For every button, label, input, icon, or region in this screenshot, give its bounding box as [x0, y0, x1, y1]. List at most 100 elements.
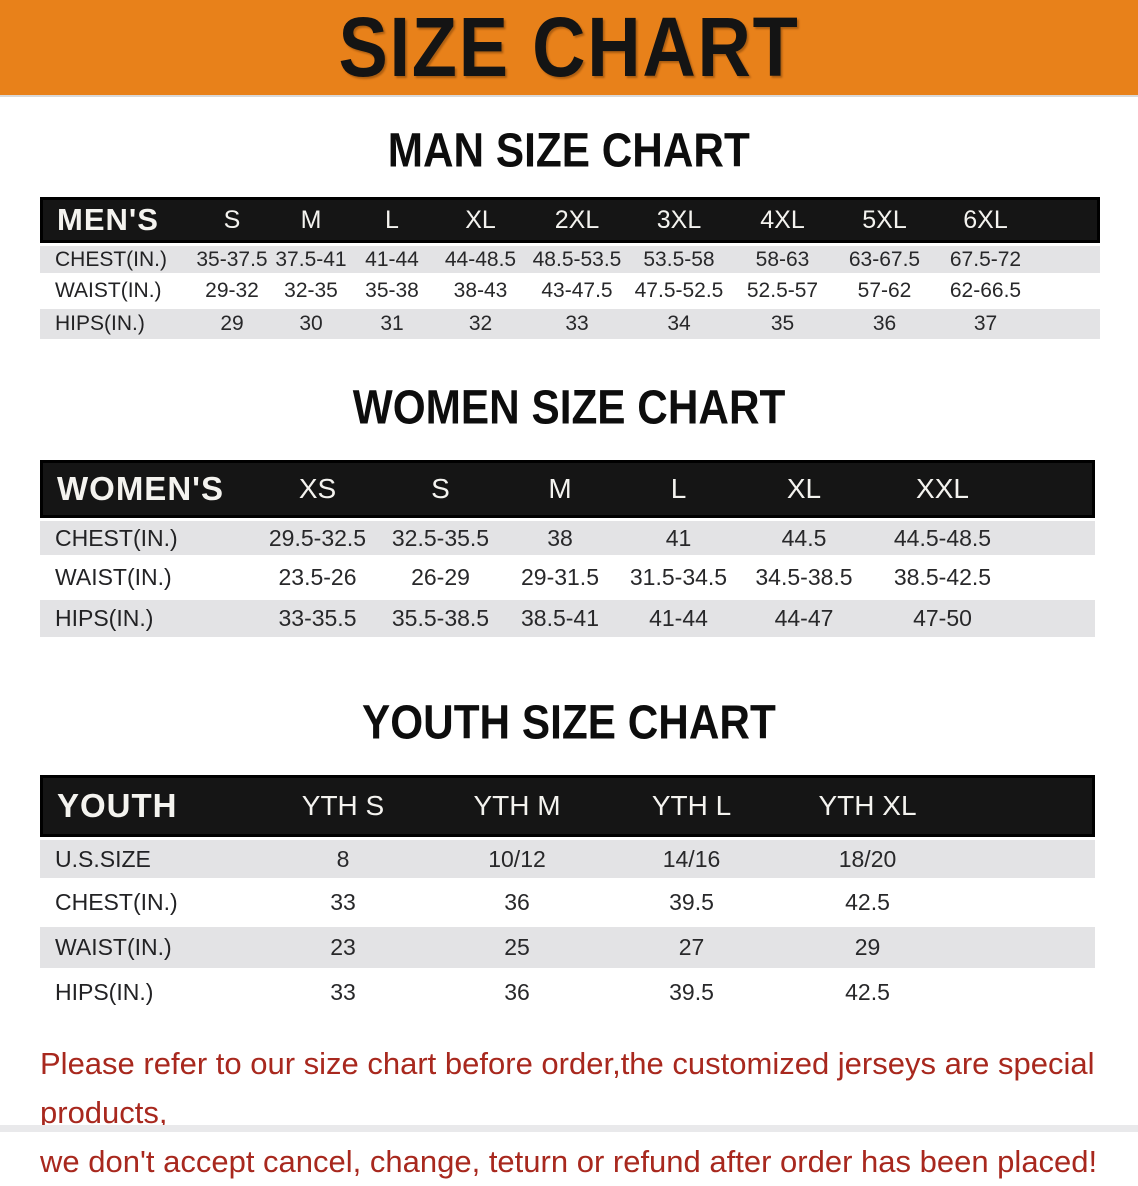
cell: 35.5-38.5: [380, 600, 501, 641]
cell: 67.5-72: [935, 243, 1036, 276]
cell: 29-31.5: [501, 559, 619, 600]
cell-spacer: [956, 882, 1095, 927]
men-size-header: 6XL: [935, 197, 1036, 243]
row-label: CHEST(IN.): [40, 882, 256, 927]
men-size-header: 4XL: [731, 197, 834, 243]
cell-spacer: [1036, 276, 1100, 309]
cell: 33: [527, 309, 627, 342]
page-title: SIZE CHART: [338, 0, 800, 94]
cell: 25: [430, 927, 604, 972]
women-label-header: WOMEN'S: [40, 460, 255, 518]
men-size-table: MEN'S S M L XL 2XL 3XL 4XL 5XL 6XL CHEST…: [40, 197, 1100, 342]
cell: 34: [627, 309, 731, 342]
women-size-table: WOMEN'S XS S M L XL XXL CHEST(IN.) 29.5-…: [40, 460, 1095, 641]
cell: 41-44: [619, 600, 738, 641]
header-spacer: [1036, 197, 1100, 243]
cell-spacer: [1015, 518, 1095, 559]
women-header-row: WOMEN'S XS S M L XL XXL: [40, 460, 1095, 518]
women-size-header: XS: [255, 460, 380, 518]
row-label: HIPS(IN.): [40, 600, 255, 641]
header-spacer: [1015, 460, 1095, 518]
cell: 44-47: [738, 600, 870, 641]
youth-section-heading-text: YOUTH SIZE CHART: [362, 694, 776, 750]
cell: 39.5: [604, 882, 779, 927]
men-size-header: 3XL: [627, 197, 731, 243]
women-hips-row: HIPS(IN.) 33-35.5 35.5-38.5 38.5-41 41-4…: [40, 600, 1095, 641]
cell: 57-62: [834, 276, 935, 309]
cell: 37.5-41: [272, 243, 350, 276]
cell: 23: [256, 927, 430, 972]
cell-spacer: [956, 927, 1095, 972]
cell: 41-44: [350, 243, 434, 276]
cell: 36: [430, 972, 604, 1017]
cell: 42.5: [779, 972, 956, 1017]
cell: 32: [434, 309, 527, 342]
row-label: HIPS(IN.): [40, 309, 192, 342]
men-label-header: MEN'S: [40, 197, 192, 243]
men-section-heading-text: MAN SIZE CHART: [387, 122, 751, 178]
cell: 30: [272, 309, 350, 342]
cell: 52.5-57: [731, 276, 834, 309]
cell: 32.5-35.5: [380, 518, 501, 559]
youth-hips-row: HIPS(IN.) 33 36 39.5 42.5: [40, 972, 1095, 1017]
youth-ussize-row: U.S.SIZE 8 10/12 14/16 18/20: [40, 837, 1095, 882]
cell: 18/20: [779, 837, 956, 882]
youth-chest-row: CHEST(IN.) 33 36 39.5 42.5: [40, 882, 1095, 927]
row-label: U.S.SIZE: [40, 837, 256, 882]
men-header-row: MEN'S S M L XL 2XL 3XL 4XL 5XL 6XL: [40, 197, 1100, 243]
cell: 38-43: [434, 276, 527, 309]
men-size-header: L: [350, 197, 434, 243]
men-waist-row: WAIST(IN.) 29-32 32-35 35-38 38-43 43-47…: [40, 276, 1100, 309]
youth-size-header: YTH M: [430, 775, 604, 837]
row-label: WAIST(IN.): [40, 927, 256, 972]
row-label: CHEST(IN.): [40, 243, 192, 276]
women-waist-row: WAIST(IN.) 23.5-26 26-29 29-31.5 31.5-34…: [40, 559, 1095, 600]
cell-spacer: [1036, 309, 1100, 342]
cell: 29.5-32.5: [255, 518, 380, 559]
men-chest-row: CHEST(IN.) 35-37.5 37.5-41 41-44 44-48.5…: [40, 243, 1100, 276]
row-label: HIPS(IN.): [40, 972, 256, 1017]
youth-header-row: YOUTH YTH S YTH M YTH L YTH XL: [40, 775, 1095, 837]
men-size-header: 2XL: [527, 197, 627, 243]
cell: 29: [779, 927, 956, 972]
cell: 43-47.5: [527, 276, 627, 309]
women-size-header: XXL: [870, 460, 1015, 518]
cell: 10/12: [430, 837, 604, 882]
women-section-heading: WOMEN SIZE CHART: [0, 379, 1138, 435]
cell: 42.5: [779, 882, 956, 927]
cell: 33-35.5: [255, 600, 380, 641]
cell-spacer: [956, 972, 1095, 1017]
row-label: WAIST(IN.): [40, 559, 255, 600]
cell: 27: [604, 927, 779, 972]
row-label: CHEST(IN.): [40, 518, 255, 559]
cell: 31.5-34.5: [619, 559, 738, 600]
cell: 26-29: [380, 559, 501, 600]
youth-size-table: YOUTH YTH S YTH M YTH L YTH XL U.S.SIZE …: [40, 775, 1095, 1017]
youth-size-header: YTH XL: [779, 775, 956, 837]
cell: 34.5-38.5: [738, 559, 870, 600]
cell: 35-37.5: [192, 243, 272, 276]
row-label: WAIST(IN.): [40, 276, 192, 309]
cell: 39.5: [604, 972, 779, 1017]
women-section-heading-text: WOMEN SIZE CHART: [352, 379, 786, 435]
cell-spacer: [1036, 243, 1100, 276]
cell: 44.5-48.5: [870, 518, 1015, 559]
cell: 58-63: [731, 243, 834, 276]
cell: 29: [192, 309, 272, 342]
men-size-header: S: [192, 197, 272, 243]
women-chest-row: CHEST(IN.) 29.5-32.5 32.5-35.5 38 41 44.…: [40, 518, 1095, 559]
cell: 31: [350, 309, 434, 342]
women-size-header: M: [501, 460, 619, 518]
cell: 63-67.5: [834, 243, 935, 276]
header-spacer: [956, 775, 1095, 837]
disclaimer-line-2: we don't accept cancel, change, teturn o…: [40, 1144, 1098, 1179]
cell: 48.5-53.5: [527, 243, 627, 276]
cell: 14/16: [604, 837, 779, 882]
cell: 23.5-26: [255, 559, 380, 600]
cell: 33: [256, 882, 430, 927]
cell: 36: [834, 309, 935, 342]
cell: 44.5: [738, 518, 870, 559]
cell: 47-50: [870, 600, 1015, 641]
cell: 32-35: [272, 276, 350, 309]
women-size-header: XL: [738, 460, 870, 518]
